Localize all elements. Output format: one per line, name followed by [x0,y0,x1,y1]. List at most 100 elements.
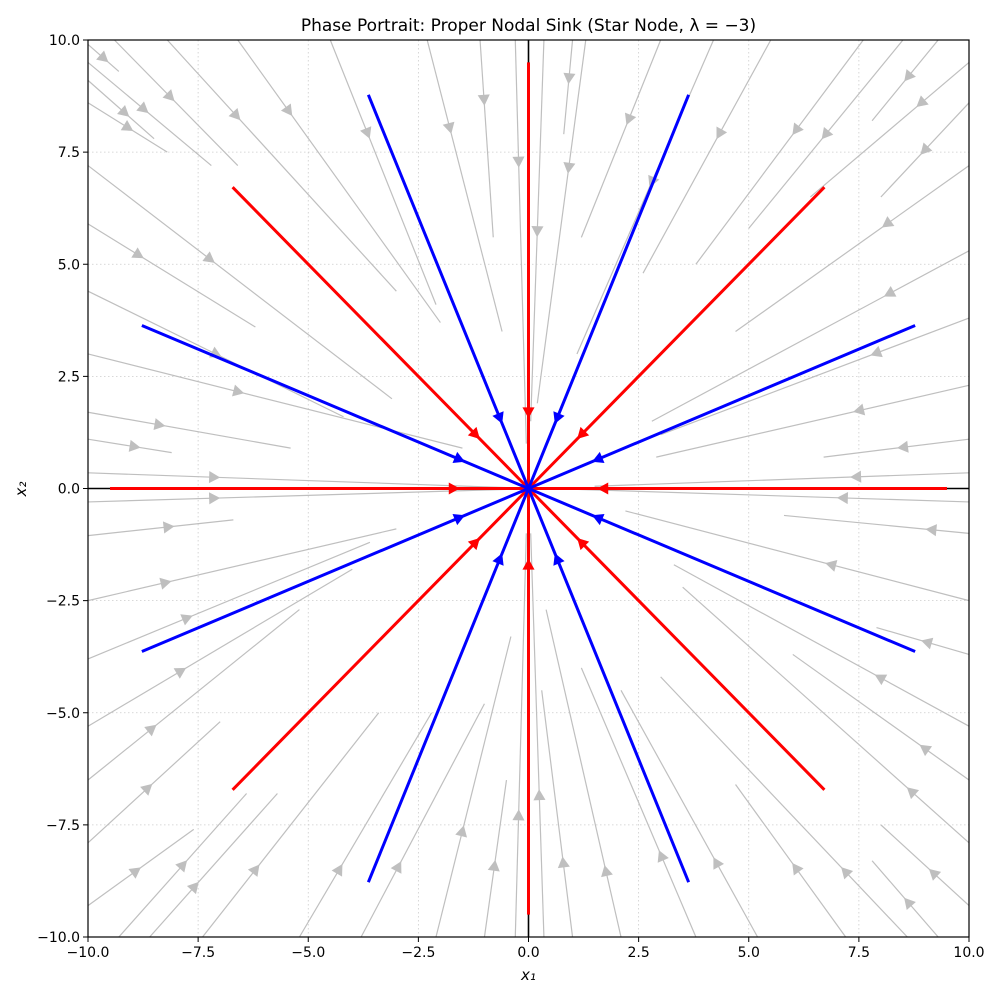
trajectory-arrow-icon [597,482,609,495]
streamline [298,712,433,938]
streamline-arrow-icon [280,103,293,117]
streamline-arrow-icon [202,251,215,263]
trajectory-line [231,186,530,490]
streamline [87,721,221,844]
y-tick-label: 10.0 [49,33,80,49]
streamline [329,39,437,305]
streamline [87,411,291,449]
y-tick-label: −7.5 [46,818,80,834]
streamline-arrow-icon [117,104,130,117]
streamline-arrow-icon [841,867,854,880]
streamline [735,165,970,333]
streamline-arrow-icon [153,418,166,431]
streamline [673,564,970,727]
trajectory-line [366,94,530,490]
streamline-arrow-icon [557,856,570,869]
trajectory-arrow-icon [452,513,465,526]
streamline [514,39,527,444]
streamline [563,39,574,135]
streamline-arrow-icon [477,94,490,106]
streamline-arrow-icon [208,471,221,484]
streamline [149,793,278,938]
streamline-arrow-icon [512,809,525,821]
streamline-arrow-icon [390,861,402,874]
streamline [483,779,508,938]
x-tick-label: −7.5 [181,945,215,961]
streamline-arrow-icon [921,637,934,650]
streamline [87,223,256,328]
streamline [479,39,494,238]
streamline-arrow-icon [228,108,241,121]
streamline-arrow-icon [512,156,525,168]
streamline-arrow-icon [919,744,933,757]
y-tick-label: 5.0 [58,257,80,273]
streamline-arrow-icon [853,403,866,416]
streamline [87,528,397,602]
x-tick-label: 5.0 [738,945,760,961]
streamline [880,824,970,907]
streamline-arrow-icon [208,492,221,505]
streamline [87,61,212,167]
streamline-arrow-icon [904,897,916,910]
streamline [87,609,300,781]
y-axis-ticks: −10.0 −7.5 −5.0 −2.5 0.0 2.5 5.0 7.5 10.0 [37,33,88,946]
trajectory-arrow-icon [452,451,465,464]
y-tick-label: −5.0 [46,706,80,722]
streamline [426,39,503,332]
x-tick-label: −5.0 [291,945,325,961]
streamline-arrow-icon [186,881,199,895]
streamline-arrow-icon [175,860,188,873]
streamline [656,384,970,458]
streamline-arrow-icon [531,226,544,238]
streamline [735,784,847,938]
streamline [87,519,234,537]
streamline-arrow-icon [825,560,838,572]
streamline-arrow-icon [850,470,862,483]
streamline-arrow-icon [792,863,804,876]
streamline-arrow-icon [916,95,929,108]
streamline [580,667,697,938]
trajectory-arrow-icon [467,538,480,551]
streamline [783,514,970,534]
streamline [530,533,545,938]
streamline-arrow-icon [928,868,942,881]
streamline [642,39,772,274]
streamline [360,703,485,938]
streamline-arrow-icon [247,864,260,877]
trajectory-arrow-icon [577,538,590,551]
x-tick-label: 2.5 [627,945,649,961]
streamline-arrow-icon [883,285,897,297]
streamline [237,39,441,323]
streamline-arrow-icon [159,577,172,590]
streamline [695,39,864,265]
streamline-arrow-icon [716,126,728,140]
trajectories [110,62,947,915]
streamline-arrow-icon [881,216,895,228]
streamline [435,636,512,938]
streamline-arrow-icon [180,614,193,626]
streamline [87,488,507,503]
x-tick-label: −10.0 [67,945,110,961]
y-tick-label: −2.5 [46,594,80,610]
streamline-arrow-icon [563,161,576,174]
streamline [87,568,353,727]
streamline-arrow-icon [360,126,372,139]
streamlines [87,39,970,938]
streamline-arrow-icon [140,783,153,796]
x-tick-label: −2.5 [401,945,435,961]
streamline [576,39,715,355]
streamline-arrow-icon [713,857,725,870]
streamline [810,61,970,198]
streamline-arrow-icon [657,850,669,863]
streamline [87,165,393,400]
y-tick-label: 0.0 [58,482,80,498]
y-tick-label: 2.5 [58,369,80,385]
chart-title: Phase Portrait: Proper Nodal Sink (Star … [301,16,756,36]
streamline-arrow-icon [131,247,144,259]
streamline-arrow-icon [120,119,134,131]
trajectory-arrow-icon [492,553,504,566]
streamline [202,712,380,938]
streamline-arrow-icon [162,521,175,534]
streamline [87,353,463,449]
